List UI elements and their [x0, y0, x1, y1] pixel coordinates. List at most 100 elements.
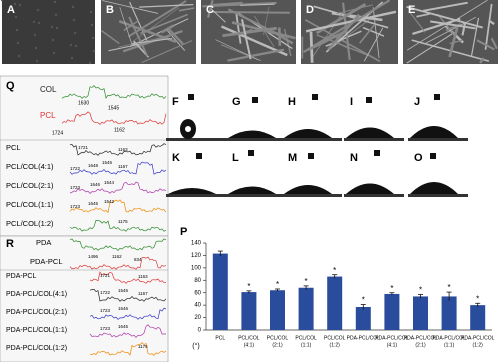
- bar: [413, 296, 428, 330]
- fiber: [363, 27, 384, 62]
- panel-label: D: [306, 4, 314, 16]
- substrate: [166, 194, 226, 197]
- spectrum-name: PCL: [6, 143, 21, 152]
- spectrum: [69, 161, 167, 175]
- fiber: [489, 20, 495, 25]
- texture: [0, 0, 4, 2]
- fiber: [241, 19, 252, 60]
- fiber: [132, 7, 180, 43]
- bar: [384, 293, 400, 330]
- x-tick-label: PCL/COL: [267, 335, 289, 341]
- fiber: [178, 7, 195, 12]
- texture: [14, 15, 18, 19]
- fiber: [166, 26, 184, 45]
- y-tick-label: 20: [194, 315, 201, 321]
- droplet: [168, 188, 216, 194]
- panel-label: F: [172, 96, 179, 108]
- panel-label: J: [414, 96, 420, 108]
- texture: [74, 44, 78, 48]
- fiber: [139, 13, 188, 35]
- peak-label: 1167: [138, 291, 148, 296]
- spectrum: [89, 324, 167, 339]
- peak-label: 1723: [100, 326, 111, 331]
- fiber: [461, 22, 467, 36]
- texture: [35, 59, 39, 63]
- fiber: [166, 29, 186, 51]
- spectrum-name: PDA-PCL: [30, 257, 63, 266]
- droplet: [228, 186, 276, 194]
- y-tick-label: 60: [194, 290, 201, 296]
- fiber: [422, 1, 468, 12]
- texture: [89, 10, 93, 14]
- panel-label: A: [7, 4, 15, 16]
- peak-label: 1175: [138, 344, 148, 349]
- texture: [50, 25, 54, 29]
- peak-label: 1545: [108, 105, 119, 111]
- fiber: [449, 39, 463, 45]
- spectrum-name: PCL/COL(4:1): [6, 162, 54, 171]
- fiber: [160, 24, 175, 34]
- bar: [241, 292, 257, 330]
- fiber: [128, 16, 149, 57]
- peak-label: 1542: [104, 199, 115, 204]
- fiber: [283, 28, 292, 57]
- texture: [36, 8, 40, 12]
- substrate: [282, 138, 342, 141]
- spectrum-name: PCL/COL(1:1): [6, 200, 54, 209]
- spectrum-name: COL: [40, 85, 57, 94]
- peak-label: 1163: [118, 147, 128, 152]
- fiber: [212, 1, 243, 6]
- spectrum-name: PDA: [36, 238, 51, 247]
- fiber: [305, 10, 397, 33]
- texture: [52, 51, 56, 55]
- peak-label: 1722: [70, 166, 81, 171]
- substrate: [408, 194, 468, 197]
- substrate: [344, 138, 404, 141]
- peak-label: 834: [134, 257, 142, 262]
- significance-marker: *: [333, 266, 336, 275]
- x-tick-label: (1:2): [330, 342, 341, 348]
- peak-label: 1721: [78, 145, 89, 150]
- fiber: [210, 8, 226, 23]
- fiber: [127, 0, 187, 38]
- fiber: [139, 4, 194, 8]
- x-tick-label: PDA-PCL/COL: [375, 335, 409, 341]
- fiber: [129, 18, 189, 48]
- y-tick-label: 0: [198, 328, 202, 334]
- significance-marker: *: [276, 280, 279, 289]
- x-tick-label: (2:1): [272, 342, 283, 348]
- significance-marker: *: [476, 294, 479, 303]
- droplet: [346, 127, 394, 138]
- fiber: [141, 40, 193, 64]
- fiber: [448, 26, 459, 58]
- x-tick-label: (1:1): [444, 342, 455, 348]
- needle: [430, 153, 436, 159]
- y-tick-label: 40: [194, 303, 201, 309]
- x-tick-label: PCL: [215, 335, 225, 341]
- spectrum: [61, 85, 167, 100]
- substrate: [282, 194, 342, 197]
- texture: [18, 3, 22, 7]
- peak-label: 1167: [118, 164, 128, 169]
- panel-label: R: [6, 238, 14, 250]
- bar: [441, 296, 457, 330]
- spectrum-name: PCL/COL(1:2): [6, 219, 54, 228]
- fiber: [102, 0, 159, 14]
- spectrum: [69, 256, 167, 270]
- panel-label: N: [350, 152, 358, 164]
- fiber: [359, 23, 376, 44]
- droplet: [410, 126, 458, 138]
- peak-label: 1646: [118, 306, 129, 311]
- significance-marker: *: [247, 282, 250, 291]
- texture: [55, 26, 59, 30]
- spectrum-name: PDA-PCL/COL(1:1): [6, 327, 67, 334]
- significance-marker: *: [390, 284, 393, 293]
- panel-label: I: [350, 96, 353, 108]
- fiber: [202, 1, 277, 8]
- substrate: [344, 194, 404, 197]
- peak-label: 1544: [104, 180, 115, 185]
- texture: [72, 18, 76, 22]
- peak-label: 1496: [88, 254, 99, 259]
- peak-label: 1545: [102, 160, 113, 165]
- spectrum: [69, 238, 167, 252]
